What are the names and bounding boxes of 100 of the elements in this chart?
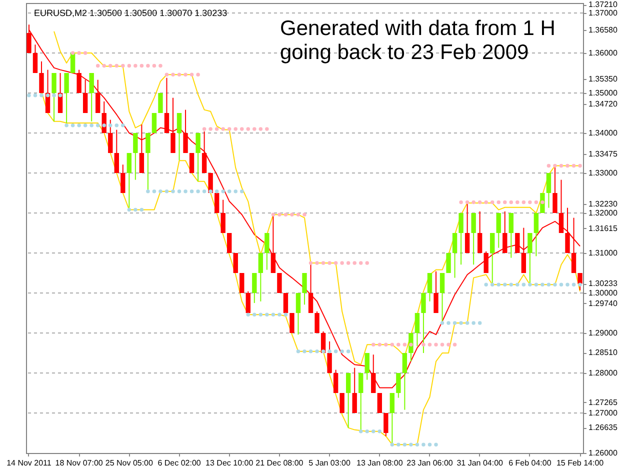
candlestick <box>252 272 257 304</box>
candlestick <box>296 292 301 336</box>
candlestick <box>434 270 438 314</box>
candlestick <box>302 272 307 306</box>
candlestick <box>364 352 370 380</box>
y-tick-label: 1.32230 <box>588 199 618 208</box>
annotation: EURUSD,M2 1.30500 1.30500 1.30070 1.30233 <box>34 8 228 18</box>
candlestick <box>471 212 476 266</box>
candlestick <box>546 172 552 208</box>
candlestick <box>384 412 388 437</box>
candlestick <box>189 153 194 173</box>
y-tick-label: 1.27265 <box>588 398 618 407</box>
candlestick <box>390 392 395 446</box>
candlestick <box>139 124 144 174</box>
y-tick-label: 1.29740 <box>588 298 618 308</box>
candlestick <box>108 119 113 154</box>
x-tick-label: 6 Dec 02:00 <box>158 458 202 468</box>
annotation: going back to 23 Feb 2009 <box>280 41 529 64</box>
candlestick <box>164 77 170 134</box>
candlestick <box>414 312 420 347</box>
candlestick <box>290 313 294 333</box>
candlestick <box>32 44 38 74</box>
candlestick <box>82 79 88 114</box>
candlestick <box>152 113 157 133</box>
candlestick <box>176 112 182 161</box>
candlestick <box>346 372 351 428</box>
candlestick <box>571 217 576 274</box>
candlestick <box>114 129 119 174</box>
candlestick <box>170 97 176 154</box>
y-tick-label: 1.30000 <box>588 288 618 298</box>
y-tick-label: 1.28000 <box>588 368 618 378</box>
candlestick <box>534 212 539 257</box>
candlestick <box>120 164 126 194</box>
candlestick <box>508 212 514 258</box>
candlestick <box>352 367 357 414</box>
y-tick-label: 1.26635 <box>588 423 618 432</box>
candlestick <box>240 273 244 293</box>
x-tick-label: 31 Jan 04:00 <box>456 458 504 468</box>
x-tick-label: 21 Dec 08:00 <box>256 458 304 468</box>
annotation: Generated with data from 1 H <box>280 17 556 40</box>
y-tick-label: 1.32000 <box>588 208 618 218</box>
candlestick <box>521 227 526 274</box>
candlestick <box>578 272 582 291</box>
candlestick <box>327 340 332 374</box>
candlestick <box>540 193 545 213</box>
candlestick <box>64 72 69 124</box>
candlestick <box>58 72 63 114</box>
candlestick <box>477 210 482 254</box>
candlestick <box>264 232 270 270</box>
candlestick <box>427 272 432 302</box>
candlestick <box>484 250 488 274</box>
candlestick <box>202 130 207 174</box>
candlestick <box>558 179 564 234</box>
candlestick <box>52 72 56 122</box>
x-tick-label: 25 Nov 05:00 <box>105 458 154 468</box>
candlestick <box>214 193 220 213</box>
y-tick-label: 1.31615 <box>588 224 618 233</box>
candlestick <box>76 69 82 94</box>
x-tick-label: 5 Jan 03:00 <box>308 458 352 468</box>
x-tick-label: 23 Jan 06:00 <box>406 458 454 468</box>
candlestick <box>102 100 106 134</box>
y-tick-label: 1.34720 <box>588 100 618 109</box>
y-tick-label: 1.35350 <box>588 74 618 84</box>
candlestick <box>333 369 338 394</box>
candlestick <box>565 207 570 254</box>
candlestick <box>277 273 282 293</box>
y-tick-label: 1.34000 <box>588 128 618 138</box>
candlestick <box>377 393 382 413</box>
candlestick <box>402 352 408 410</box>
candlestick <box>89 72 94 122</box>
candlestick <box>220 199 226 234</box>
candlestick <box>408 332 414 362</box>
candlestick <box>458 212 464 266</box>
x-tick-label: 14 Nov 2011 <box>6 458 52 468</box>
candlestick <box>233 253 238 273</box>
x-tick-label: 13 Jan 08:00 <box>356 458 404 468</box>
candlestick <box>39 60 44 94</box>
x-tick-label: 18 Nov 07:00 <box>55 458 104 468</box>
y-tick-label: 1.36000 <box>588 48 618 58</box>
y-tick-label: 1.26000 <box>588 448 618 458</box>
candlestick <box>496 212 501 248</box>
y-tick-label: 1.31000 <box>588 248 618 258</box>
candlestick <box>45 69 50 114</box>
y-tick-label: 1.37210 <box>588 0 618 10</box>
y-tick-label: 1.30233 <box>588 279 618 288</box>
candlestick <box>158 93 163 113</box>
y-tick-label: 1.35000 <box>588 88 618 98</box>
candlestick <box>258 252 264 302</box>
candlestick <box>208 173 213 193</box>
x-tick-label: 6 Feb 04:00 <box>508 458 552 468</box>
y-tick-label: 1.29000 <box>588 328 618 338</box>
candlestick <box>340 393 344 413</box>
candlestick <box>314 310 320 334</box>
y-tick-label: 1.33475 <box>588 150 618 158</box>
candlestick <box>133 132 138 180</box>
candlestick <box>183 109 188 154</box>
candlestick <box>446 253 451 273</box>
candlestick <box>421 292 426 354</box>
candlestick <box>396 372 401 398</box>
y-tick-label: 1.27000 <box>588 408 618 418</box>
